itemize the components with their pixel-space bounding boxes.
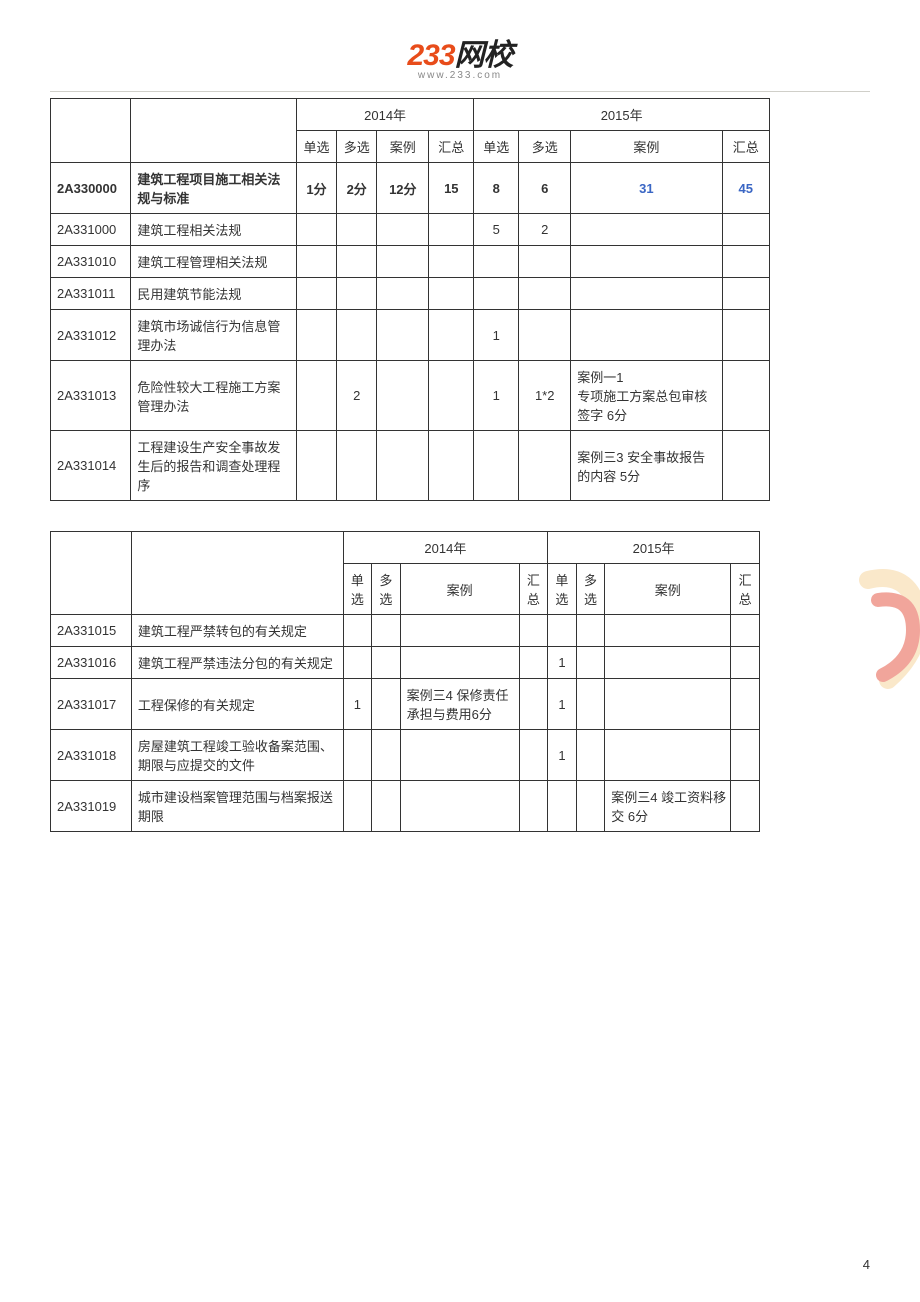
logo-cn: 网校 (455, 39, 513, 72)
document-page: 233网校 www.233.com 2014年2015年单选多选案例汇总单选多选… (0, 0, 920, 1302)
logo-233: 233 (407, 39, 454, 72)
header-divider (50, 91, 870, 92)
logo-header: 233网校 www.233.com (0, 30, 920, 81)
watermark-icon (858, 560, 920, 700)
table2-header-years: 2014年2015年 (51, 532, 760, 564)
table-row: 2A331015建筑工程严禁转包的有关规定 (51, 615, 760, 647)
table-row: 2A331019城市建设档案管理范围与档案报送期限案例三4 竣工资料移交 6分 (51, 781, 760, 832)
table-row: 2A331011民用建筑节能法规 (51, 278, 770, 310)
logo-main: 233网校 (407, 30, 512, 74)
table1-header-years: 2014年2015年 (51, 99, 770, 131)
page-number: 4 (863, 1257, 870, 1272)
table-row: 2A331013危险性较大工程施工方案管理办法211*2案例一1专项施工方案总包… (51, 361, 770, 431)
table-row: 2A331017工程保修的有关规定1案例三4 保修责任承担与费用6分1 (51, 679, 760, 730)
table-row: 2A331018房屋建筑工程竣工验收备案范围、期限与应提交的文件1 (51, 730, 760, 781)
table-row: 2A331000建筑工程相关法规52 (51, 214, 770, 246)
table-row: 2A331016建筑工程严禁违法分包的有关规定1 (51, 647, 760, 679)
table1-wrap: 2014年2015年单选多选案例汇总单选多选案例汇总2A330000建筑工程项目… (50, 98, 770, 501)
logo-url: www.233.com (407, 70, 512, 81)
site-logo: 233网校 www.233.com (407, 30, 512, 81)
table-row: 2A330000建筑工程项目施工相关法规与标准1分2分12分15863145 (51, 163, 770, 214)
table-row: 2A331014工程建设生产安全事故发生后的报告和调查处理程序案例三3 安全事故… (51, 431, 770, 501)
table1: 2014年2015年单选多选案例汇总单选多选案例汇总2A330000建筑工程项目… (50, 98, 770, 501)
table2: 2014年2015年单选多选案例汇总单选多选案例汇总2A331015建筑工程严禁… (50, 531, 760, 832)
table-row: 2A331012建筑市场诚信行为信息管理办法1 (51, 310, 770, 361)
table2-wrap: 2014年2015年单选多选案例汇总单选多选案例汇总2A331015建筑工程严禁… (50, 531, 760, 832)
table-row: 2A331010建筑工程管理相关法规 (51, 246, 770, 278)
